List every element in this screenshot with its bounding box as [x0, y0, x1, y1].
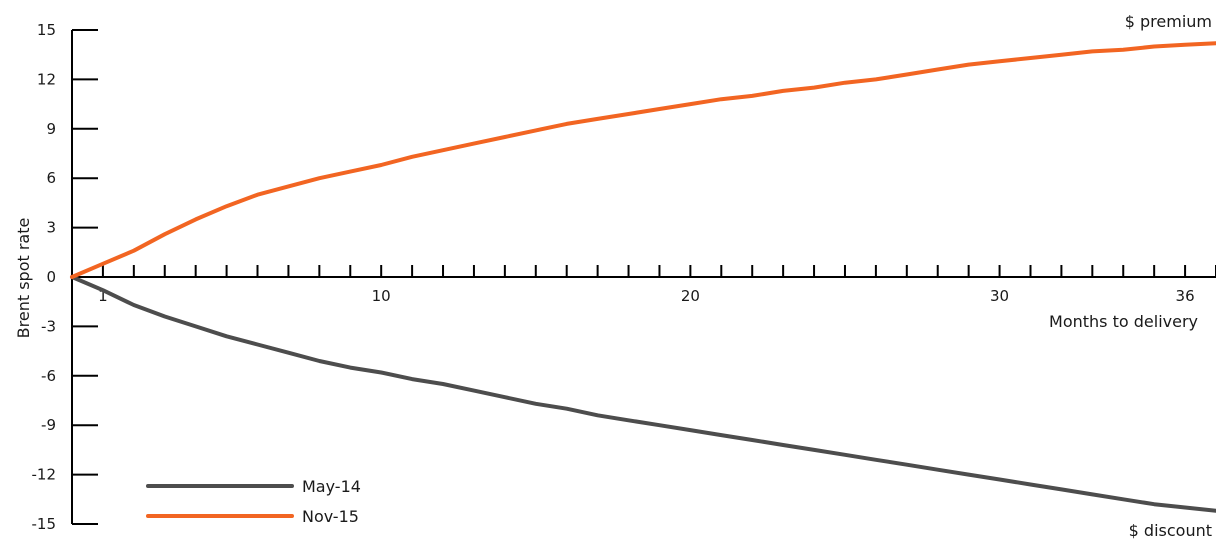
legend-item-nov-15: Nov-15: [146, 507, 359, 526]
legend-item-may-14: May-14: [146, 477, 361, 496]
x-axis-title: Months to delivery: [1049, 312, 1198, 331]
y-tick-label: -3: [41, 317, 56, 335]
series-line-nov-15: [70, 41, 1216, 279]
x-tick-label: 20: [681, 287, 700, 305]
x-tick-label: 10: [372, 287, 391, 305]
legend: May-14 Nov-15: [146, 477, 361, 526]
y-tick-label: 6: [46, 169, 56, 187]
y-tick-label: -15: [32, 515, 57, 533]
discount-label: $ discount: [1129, 521, 1212, 540]
x-tick-label: 30: [990, 287, 1009, 305]
premium-label: $ premium: [1125, 12, 1212, 31]
legend-label-may-14: May-14: [302, 477, 361, 496]
x-tick-label: 36: [1176, 287, 1195, 305]
legend-label-nov-15: Nov-15: [302, 507, 359, 526]
y-tick-label: -12: [32, 466, 57, 484]
x-tick-label: 1: [98, 287, 108, 305]
x-axis: 1 10 20 30 36: [71, 265, 1216, 305]
y-tick-label: 0: [46, 268, 56, 286]
series-line-may-14: [70, 275, 1216, 513]
y-tick-label: 3: [46, 219, 56, 237]
y-tick-label: 15: [37, 21, 56, 39]
y-axis-title: Brent spot rate: [14, 218, 33, 339]
y-tick-label: -9: [41, 416, 56, 434]
y-tick-label: 12: [37, 70, 56, 88]
series-lines: [70, 41, 1216, 513]
y-tick-label: -6: [41, 367, 56, 385]
y-tick-label: 9: [46, 120, 56, 138]
